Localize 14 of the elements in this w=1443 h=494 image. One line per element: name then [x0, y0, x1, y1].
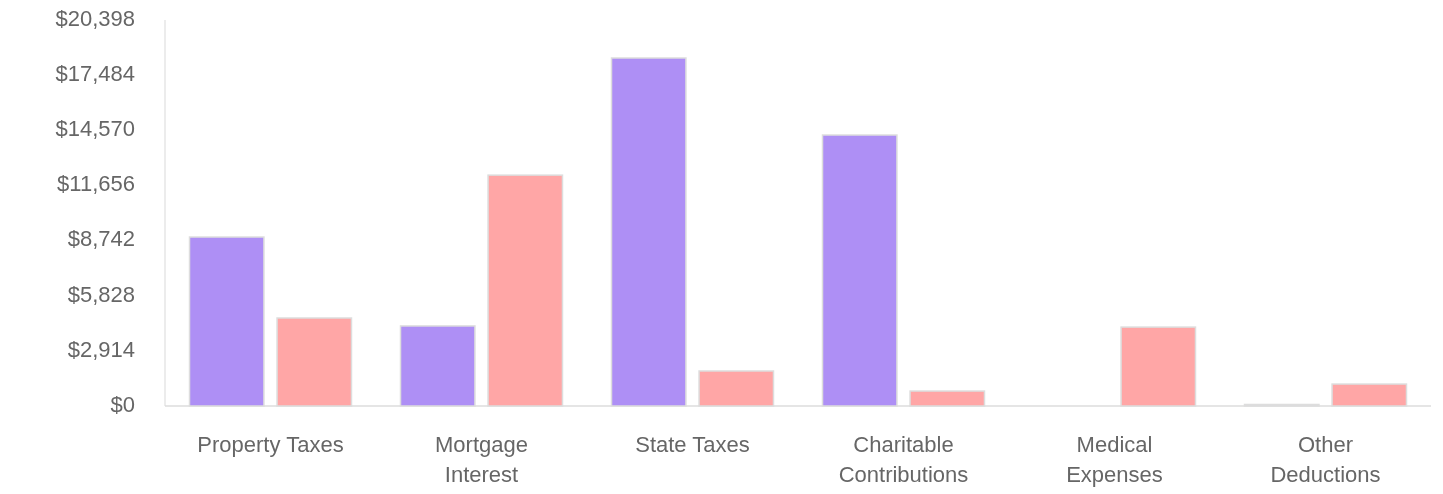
y-tick-label: $20,398 [55, 5, 135, 31]
x-tick-label: State Taxes [635, 432, 750, 457]
y-tick-label: $14,570 [55, 116, 135, 142]
x-tick-label: Charitable Contributions [838, 432, 969, 487]
y-tick-label: $5,828 [67, 281, 135, 307]
x-tick-label: Other Deductions [1270, 432, 1381, 487]
x-tick-label: Medical Expenses [1066, 432, 1163, 487]
x-tick-label: Property Taxes [197, 432, 344, 457]
x-tick-label: Mortgage Interest [435, 432, 528, 487]
y-tick-label: $11,656 [57, 171, 135, 197]
y-tick-label: $8,742 [67, 226, 135, 252]
y-tick-label: $17,484 [55, 60, 135, 86]
y-tick-label: $0 [110, 391, 135, 417]
y-tick-label: $2,914 [67, 336, 135, 362]
